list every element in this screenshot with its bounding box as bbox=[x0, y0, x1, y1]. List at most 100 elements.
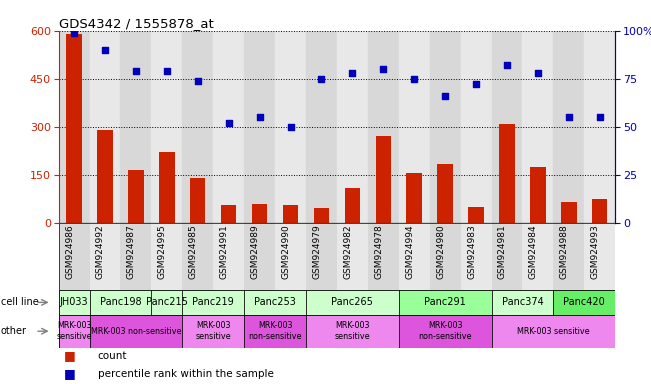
Point bbox=[502, 62, 512, 68]
Bar bbox=[306, 290, 398, 315]
Bar bbox=[97, 130, 113, 223]
Bar bbox=[89, 223, 120, 290]
Bar bbox=[553, 31, 584, 223]
Point bbox=[564, 114, 574, 120]
Bar bbox=[460, 223, 492, 290]
Bar bbox=[120, 31, 151, 223]
Text: GSM924991: GSM924991 bbox=[219, 225, 229, 280]
Bar bbox=[151, 290, 182, 315]
Bar bbox=[182, 31, 213, 223]
Bar bbox=[584, 31, 615, 223]
Bar bbox=[337, 223, 368, 290]
Text: GSM924992: GSM924992 bbox=[96, 225, 105, 280]
Point bbox=[471, 81, 481, 88]
Bar bbox=[522, 223, 553, 290]
Text: MRK-003
non-sensitive: MRK-003 non-sensitive bbox=[419, 321, 472, 341]
Bar bbox=[159, 152, 174, 223]
Text: Panc219: Panc219 bbox=[192, 297, 234, 308]
Bar bbox=[213, 31, 244, 223]
Text: GSM924994: GSM924994 bbox=[405, 225, 414, 280]
Text: percentile rank within the sample: percentile rank within the sample bbox=[98, 369, 273, 379]
Point bbox=[255, 114, 265, 120]
Bar bbox=[430, 223, 460, 290]
Text: GSM924985: GSM924985 bbox=[189, 225, 198, 280]
Point bbox=[223, 120, 234, 126]
Text: GSM924989: GSM924989 bbox=[251, 225, 260, 280]
Text: MRK-003
sensitive: MRK-003 sensitive bbox=[335, 321, 370, 341]
Text: Panc215: Panc215 bbox=[146, 297, 187, 308]
Bar bbox=[151, 223, 182, 290]
Bar bbox=[406, 173, 422, 223]
Point bbox=[131, 68, 141, 74]
Bar bbox=[182, 223, 213, 290]
Text: MRK-003
non-sensitive: MRK-003 non-sensitive bbox=[248, 321, 302, 341]
Bar bbox=[151, 31, 182, 223]
Point bbox=[533, 70, 543, 76]
Bar bbox=[468, 207, 484, 223]
Text: GDS4342 / 1555878_at: GDS4342 / 1555878_at bbox=[59, 17, 214, 30]
Bar bbox=[221, 205, 236, 223]
Bar bbox=[213, 223, 244, 290]
Text: GSM924978: GSM924978 bbox=[374, 225, 383, 280]
Bar bbox=[492, 31, 522, 223]
Text: GSM924987: GSM924987 bbox=[127, 225, 136, 280]
Bar bbox=[368, 223, 398, 290]
Text: cell line: cell line bbox=[1, 297, 38, 308]
Bar bbox=[190, 178, 206, 223]
Bar bbox=[398, 31, 430, 223]
Bar bbox=[553, 223, 584, 290]
Bar bbox=[59, 223, 89, 290]
Bar bbox=[499, 124, 515, 223]
Text: MRK-003
sensitive: MRK-003 sensitive bbox=[56, 321, 92, 341]
Bar bbox=[492, 315, 615, 348]
Point bbox=[100, 47, 110, 53]
Bar bbox=[530, 167, 546, 223]
Text: GSM924980: GSM924980 bbox=[436, 225, 445, 280]
Bar bbox=[182, 315, 244, 348]
Bar bbox=[522, 31, 553, 223]
Text: GSM924993: GSM924993 bbox=[590, 225, 600, 280]
Point bbox=[347, 70, 357, 76]
Text: GSM924984: GSM924984 bbox=[529, 225, 538, 280]
Text: other: other bbox=[1, 326, 27, 336]
Bar bbox=[492, 290, 553, 315]
Text: count: count bbox=[98, 351, 127, 361]
Bar bbox=[59, 290, 89, 315]
Bar bbox=[306, 315, 398, 348]
Bar bbox=[244, 315, 306, 348]
Text: Panc374: Panc374 bbox=[501, 297, 544, 308]
Text: ■: ■ bbox=[64, 349, 76, 362]
Point bbox=[193, 78, 203, 84]
Text: MRK-003 non-sensitive: MRK-003 non-sensitive bbox=[90, 327, 181, 336]
Bar bbox=[89, 290, 151, 315]
Bar bbox=[275, 223, 306, 290]
Bar bbox=[344, 187, 360, 223]
Text: ■: ■ bbox=[64, 367, 76, 380]
Bar bbox=[584, 223, 615, 290]
Bar bbox=[430, 31, 460, 223]
Text: GSM924986: GSM924986 bbox=[65, 225, 74, 280]
Bar bbox=[553, 290, 615, 315]
Text: GSM924979: GSM924979 bbox=[312, 225, 322, 280]
Bar bbox=[398, 315, 492, 348]
Bar bbox=[337, 31, 368, 223]
Bar bbox=[306, 223, 337, 290]
Bar bbox=[182, 290, 244, 315]
Bar bbox=[398, 223, 430, 290]
Text: GSM924990: GSM924990 bbox=[281, 225, 290, 280]
Bar bbox=[59, 31, 89, 223]
Bar bbox=[66, 34, 82, 223]
Text: GSM924983: GSM924983 bbox=[467, 225, 476, 280]
Bar bbox=[244, 223, 275, 290]
Bar bbox=[314, 208, 329, 223]
Bar bbox=[89, 315, 182, 348]
Bar bbox=[59, 315, 89, 348]
Text: Panc265: Panc265 bbox=[331, 297, 373, 308]
Point bbox=[161, 68, 172, 74]
Bar bbox=[561, 202, 577, 223]
Text: Panc291: Panc291 bbox=[424, 297, 466, 308]
Text: Panc420: Panc420 bbox=[563, 297, 605, 308]
Bar bbox=[244, 31, 275, 223]
Bar bbox=[368, 31, 398, 223]
Text: GSM924981: GSM924981 bbox=[498, 225, 507, 280]
